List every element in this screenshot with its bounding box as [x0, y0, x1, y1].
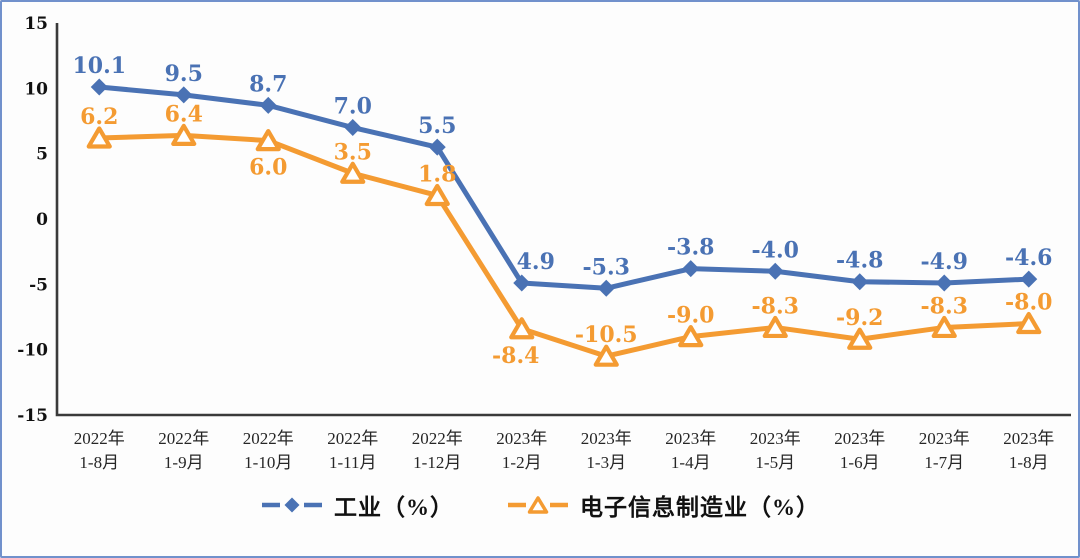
series-line-1 [96, 132, 1032, 359]
y-axis-tick-label: -5 [29, 275, 48, 295]
legend-label-industry: 工业（%） [334, 495, 454, 520]
x-axis-label-year: 2023年 [919, 429, 970, 448]
industry-line-diamond-icon [262, 497, 322, 513]
data-point-marker-triangle [931, 315, 957, 339]
y-axis-tick-label: 10 [24, 79, 48, 99]
x-axis-label-months: 1-8月 [79, 453, 119, 472]
data-point-label: 6.4 [165, 101, 203, 127]
x-axis-label-year: 2022年 [243, 429, 294, 448]
data-point-marker-triangle [171, 123, 197, 146]
data-point-label: 1.8 [418, 161, 456, 187]
x-axis-label-months: 1-12月 [413, 453, 461, 472]
data-point-label: -4.6 [1005, 245, 1052, 271]
data-point-label: 10.1 [72, 53, 126, 79]
x-axis-label-year: 2023年 [496, 429, 547, 448]
data-point-marker-diamond [851, 273, 869, 291]
x-axis-label-months: 1-5月 [755, 453, 795, 472]
x-axis-label-months: 1-10月 [244, 453, 292, 472]
y-axis-tick-label: 15 [24, 14, 48, 34]
x-axis-label-months: 1-8月 [1009, 453, 1049, 472]
data-point-marker-triangle [340, 161, 366, 184]
data-point-marker-triangle [847, 327, 873, 350]
data-point-label: -9.2 [836, 305, 883, 331]
legend-label-electronics: 电子信息制造业（%） [580, 495, 820, 520]
data-point-label: 6.2 [80, 104, 118, 130]
x-axis-label-months: 1-2月 [502, 453, 542, 472]
data-point-label: 3.5 [334, 139, 372, 165]
data-point-marker-triangle [762, 315, 788, 339]
data-point-marker-triangle [424, 183, 450, 207]
data-point-label: -3.8 [667, 235, 714, 261]
data-point-marker-diamond [344, 119, 362, 137]
x-axis-label-year: 2022年 [327, 429, 378, 448]
y-axis-tick-label: 5 [36, 145, 48, 165]
legend-item-electronics: 电子信息制造业（%） [506, 488, 820, 522]
x-axis-label-year: 2023年 [750, 429, 801, 448]
x-axis-label-months: 1-7月 [924, 453, 964, 472]
data-point-label: -8.4 [492, 343, 539, 369]
x-axis-label-year: 2022年 [412, 429, 463, 448]
data-point-marker-triangle [678, 325, 704, 348]
data-point-label: -4.9 [921, 249, 968, 275]
data-point-marker-diamond [1020, 270, 1038, 288]
data-point-label: 8.7 [249, 71, 287, 97]
data-point-marker-triangle [593, 344, 619, 367]
data-point-label: 7.0 [334, 94, 372, 120]
legend: 工业（%） 电子信息制造业（%） [2, 488, 1078, 522]
series-line-0 [96, 84, 1032, 291]
x-axis-label-months: 1-6月 [840, 453, 880, 472]
x-axis-label-year: 2023年 [581, 429, 632, 448]
x-axis-label-year: 2023年 [665, 429, 716, 448]
data-point-marker-diamond [259, 96, 277, 114]
data-point-label: -8.3 [921, 293, 968, 319]
data-point-label: -4.8 [836, 248, 883, 274]
data-point-marker-triangle [509, 317, 535, 340]
data-point-marker-diamond [175, 86, 193, 104]
data-point-label: -5.3 [583, 254, 630, 280]
x-axis-label-months: 1-3月 [586, 453, 626, 472]
legend-item-industry: 工业（%） [260, 488, 454, 522]
data-point-marker-triangle [1016, 311, 1042, 335]
data-point-marker-triangle [86, 126, 112, 149]
data-point-label: 5.5 [418, 113, 456, 139]
data-point-marker-diamond [766, 262, 784, 280]
x-axis-label-year: 2023年 [834, 429, 885, 448]
data-point-label: 6.0 [249, 155, 287, 181]
data-point-label: 4.9 [517, 249, 555, 275]
y-axis-tick-label: -10 [17, 341, 48, 361]
data-point-marker-diamond [90, 78, 108, 96]
plot-axes [55, 23, 1071, 417]
x-axis-label-year: 2022年 [158, 429, 209, 448]
data-point-label: -4.0 [752, 237, 799, 263]
x-axis-label-months: 1-11月 [329, 453, 377, 472]
y-axis-tick-label: 0 [36, 210, 48, 230]
data-point-label: 9.5 [165, 61, 203, 87]
data-point-marker-diamond [935, 274, 953, 292]
y-axis-tick-label: -15 [17, 406, 48, 426]
data-point-marker-diamond [682, 260, 700, 278]
data-point-label: -10.5 [575, 322, 638, 348]
x-axis-label-year: 2023年 [1003, 429, 1054, 448]
x-axis-label-months: 1-9月 [164, 453, 204, 472]
x-axis-label-months: 1-4月 [671, 453, 711, 472]
x-axis-label-year: 2022年 [74, 429, 125, 448]
data-point-marker-diamond [597, 279, 615, 297]
data-point-label: -8.3 [752, 293, 799, 319]
electronics-line-triangle-icon [508, 496, 568, 514]
data-point-marker-diamond [513, 274, 531, 292]
data-point-marker-diamond [428, 138, 446, 156]
data-point-marker-triangle [255, 129, 281, 152]
data-point-label: -9.0 [667, 303, 714, 329]
data-point-label: -8.0 [1005, 290, 1052, 316]
